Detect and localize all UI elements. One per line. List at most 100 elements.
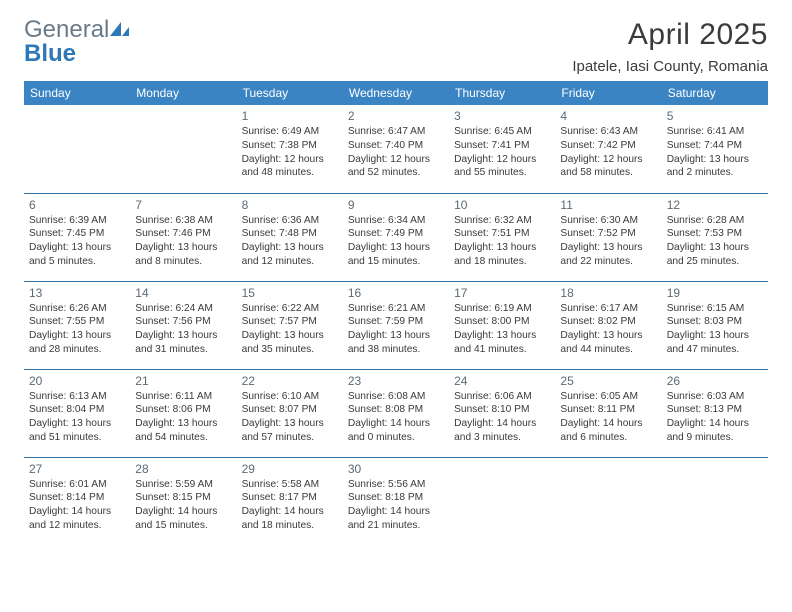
- weekday-header: Sunday: [24, 81, 130, 105]
- day-number: 14: [135, 286, 231, 300]
- weekday-header: Friday: [555, 81, 661, 105]
- calendar-week-row: 13 Sunrise: 6:26 AMSunset: 7:55 PMDayligh…: [24, 281, 768, 369]
- day-info: Sunrise: 6:08 AMSunset: 8:08 PMDaylight:…: [348, 390, 444, 445]
- day-info: Sunrise: 6:45 AMSunset: 7:41 PMDaylight:…: [454, 125, 550, 180]
- calendar-day-cell: 30 Sunrise: 5:56 AMSunset: 8:18 PMDayligh…: [343, 457, 449, 545]
- day-number: 5: [667, 109, 763, 123]
- day-info: Sunrise: 5:59 AMSunset: 8:15 PMDaylight:…: [135, 478, 231, 533]
- calendar-day-cell: 8Sunrise: 6:36 AMSunset: 7:48 PMDaylight…: [237, 193, 343, 281]
- calendar-day-cell: 23 Sunrise: 6:08 AMSunset: 8:08 PMDayligh…: [343, 369, 449, 457]
- day-info: Sunrise: 6:38 AMSunset: 7:46 PMDaylight:…: [135, 214, 231, 269]
- calendar-empty-cell: [24, 105, 130, 193]
- calendar-day-cell: 7 Sunrise: 6:38 AMSunset: 7:46 PMDaylight…: [130, 193, 236, 281]
- calendar-day-cell: 5 Sunrise: 6:41 AMSunset: 7:44 PMDaylight…: [662, 105, 768, 193]
- day-number: 28: [135, 462, 231, 476]
- day-number: 8: [242, 198, 338, 212]
- day-info: Sunrise: 6:03 AMSunset: 8:13 PMDaylight:…: [667, 390, 763, 445]
- calendar-day-cell: 3 Sunrise: 6:45 AMSunset: 7:41 PMDaylight…: [449, 105, 555, 193]
- day-info: Sunrise: 6:32 AMSunset: 7:51 PMDaylight:…: [454, 214, 550, 269]
- day-number: 17: [454, 286, 550, 300]
- calendar-week-row: 1 Sunrise: 6:49 AMSunset: 7:38 PMDaylight…: [24, 105, 768, 193]
- page: General Blue April 2025 Ipatele, Iasi Co…: [0, 0, 792, 612]
- calendar-day-cell: 27Sunrise: 6:01 AMSunset: 8:14 PMDayligh…: [24, 457, 130, 545]
- day-number: 22: [242, 374, 338, 388]
- day-number: 26: [667, 374, 763, 388]
- calendar-header-row: SundayMondayTuesdayWednesdayThursdayFrid…: [24, 81, 768, 105]
- weekday-header: Wednesday: [343, 81, 449, 105]
- day-number: 24: [454, 374, 550, 388]
- day-number: 6: [29, 198, 125, 212]
- month-title: April 2025: [572, 18, 768, 52]
- day-info: Sunrise: 6:26 AMSunset: 7:55 PMDaylight:…: [29, 302, 125, 357]
- calendar-week-row: 6 Sunrise: 6:39 AMSunset: 7:45 PMDaylight…: [24, 193, 768, 281]
- day-info: Sunrise: 6:28 AMSunset: 7:53 PMDaylight:…: [667, 214, 763, 269]
- calendar-day-cell: 20Sunrise: 6:13 AMSunset: 8:04 PMDayligh…: [24, 369, 130, 457]
- day-number: 27: [29, 462, 125, 476]
- calendar-empty-cell: [449, 457, 555, 545]
- calendar-week-row: 27Sunrise: 6:01 AMSunset: 8:14 PMDayligh…: [24, 457, 768, 545]
- day-number: 19: [667, 286, 763, 300]
- day-info: Sunrise: 5:56 AMSunset: 8:18 PMDaylight:…: [348, 478, 444, 533]
- calendar-day-cell: 12 Sunrise: 6:28 AMSunset: 7:53 PMDayligh…: [662, 193, 768, 281]
- day-info: Sunrise: 6:43 AMSunset: 7:42 PMDaylight:…: [560, 125, 656, 180]
- day-number: 1: [242, 109, 338, 123]
- day-info: Sunrise: 6:05 AMSunset: 8:11 PMDaylight:…: [560, 390, 656, 445]
- day-info: Sunrise: 6:49 AMSunset: 7:38 PMDaylight:…: [242, 125, 338, 180]
- calendar-day-cell: 1 Sunrise: 6:49 AMSunset: 7:38 PMDaylight…: [237, 105, 343, 193]
- calendar-day-cell: 6 Sunrise: 6:39 AMSunset: 7:45 PMDaylight…: [24, 193, 130, 281]
- calendar-day-cell: 29Sunrise: 5:58 AMSunset: 8:17 PMDayligh…: [237, 457, 343, 545]
- day-info: Sunrise: 6:06 AMSunset: 8:10 PMDaylight:…: [454, 390, 550, 445]
- calendar-day-cell: 14 Sunrise: 6:24 AMSunset: 7:56 PMDayligh…: [130, 281, 236, 369]
- calendar-day-cell: 11 Sunrise: 6:30 AMSunset: 7:52 PMDayligh…: [555, 193, 661, 281]
- day-number: 2: [348, 109, 444, 123]
- weekday-header: Tuesday: [237, 81, 343, 105]
- day-number: 20: [29, 374, 125, 388]
- day-number: 7: [135, 198, 231, 212]
- day-number: 13: [29, 286, 125, 300]
- day-number: 12: [667, 198, 763, 212]
- day-number: 30: [348, 462, 444, 476]
- title-block: April 2025 Ipatele, Iasi County, Romania: [572, 18, 768, 75]
- day-info: Sunrise: 6:17 AMSunset: 8:02 PMDaylight:…: [560, 302, 656, 357]
- logo: General Blue: [24, 18, 131, 66]
- day-info: Sunrise: 6:30 AMSunset: 7:52 PMDaylight:…: [560, 214, 656, 269]
- day-number: 10: [454, 198, 550, 212]
- day-number: 4: [560, 109, 656, 123]
- calendar-day-cell: 18 Sunrise: 6:17 AMSunset: 8:02 PMDayligh…: [555, 281, 661, 369]
- logo-text-blue: Blue: [24, 40, 76, 67]
- calendar-day-cell: 17 Sunrise: 6:19 AMSunset: 8:00 PMDayligh…: [449, 281, 555, 369]
- calendar-body: 1 Sunrise: 6:49 AMSunset: 7:38 PMDaylight…: [24, 105, 768, 545]
- day-info: Sunrise: 5:58 AMSunset: 8:17 PMDaylight:…: [242, 478, 338, 533]
- calendar-day-cell: 13 Sunrise: 6:26 AMSunset: 7:55 PMDayligh…: [24, 281, 130, 369]
- logo-text-block: General Blue: [24, 18, 131, 66]
- calendar-day-cell: 21Sunrise: 6:11 AMSunset: 8:06 PMDayligh…: [130, 369, 236, 457]
- day-info: Sunrise: 6:11 AMSunset: 8:06 PMDaylight:…: [135, 390, 231, 445]
- day-number: 3: [454, 109, 550, 123]
- day-info: Sunrise: 6:24 AMSunset: 7:56 PMDaylight:…: [135, 302, 231, 357]
- location: Ipatele, Iasi County, Romania: [572, 58, 768, 75]
- calendar-day-cell: 9 Sunrise: 6:34 AMSunset: 7:49 PMDaylight…: [343, 193, 449, 281]
- day-number: 11: [560, 198, 656, 212]
- logo-text-general: General: [24, 16, 109, 43]
- day-info: Sunrise: 6:47 AMSunset: 7:40 PMDaylight:…: [348, 125, 444, 180]
- calendar-day-cell: 26 Sunrise: 6:03 AMSunset: 8:13 PMDayligh…: [662, 369, 768, 457]
- day-info: Sunrise: 6:21 AMSunset: 7:59 PMDaylight:…: [348, 302, 444, 357]
- calendar-day-cell: 22Sunrise: 6:10 AMSunset: 8:07 PMDayligh…: [237, 369, 343, 457]
- day-info: Sunrise: 6:41 AMSunset: 7:44 PMDaylight:…: [667, 125, 763, 180]
- calendar-day-cell: 4 Sunrise: 6:43 AMSunset: 7:42 PMDaylight…: [555, 105, 661, 193]
- day-number: 9: [348, 198, 444, 212]
- day-number: 18: [560, 286, 656, 300]
- calendar-day-cell: 25 Sunrise: 6:05 AMSunset: 8:11 PMDayligh…: [555, 369, 661, 457]
- calendar-table: SundayMondayTuesdayWednesdayThursdayFrid…: [24, 81, 768, 545]
- calendar-empty-cell: [130, 105, 236, 193]
- weekday-header: Monday: [130, 81, 236, 105]
- calendar-day-cell: 24 Sunrise: 6:06 AMSunset: 8:10 PMDayligh…: [449, 369, 555, 457]
- day-info: Sunrise: 6:39 AMSunset: 7:45 PMDaylight:…: [29, 214, 125, 269]
- day-info: Sunrise: 6:22 AMSunset: 7:57 PMDaylight:…: [242, 302, 338, 357]
- day-info: Sunrise: 6:34 AMSunset: 7:49 PMDaylight:…: [348, 214, 444, 269]
- day-number: 25: [560, 374, 656, 388]
- day-number: 23: [348, 374, 444, 388]
- day-info: Sunrise: 6:19 AMSunset: 8:00 PMDaylight:…: [454, 302, 550, 357]
- weekday-header: Thursday: [449, 81, 555, 105]
- calendar-empty-cell: [555, 457, 661, 545]
